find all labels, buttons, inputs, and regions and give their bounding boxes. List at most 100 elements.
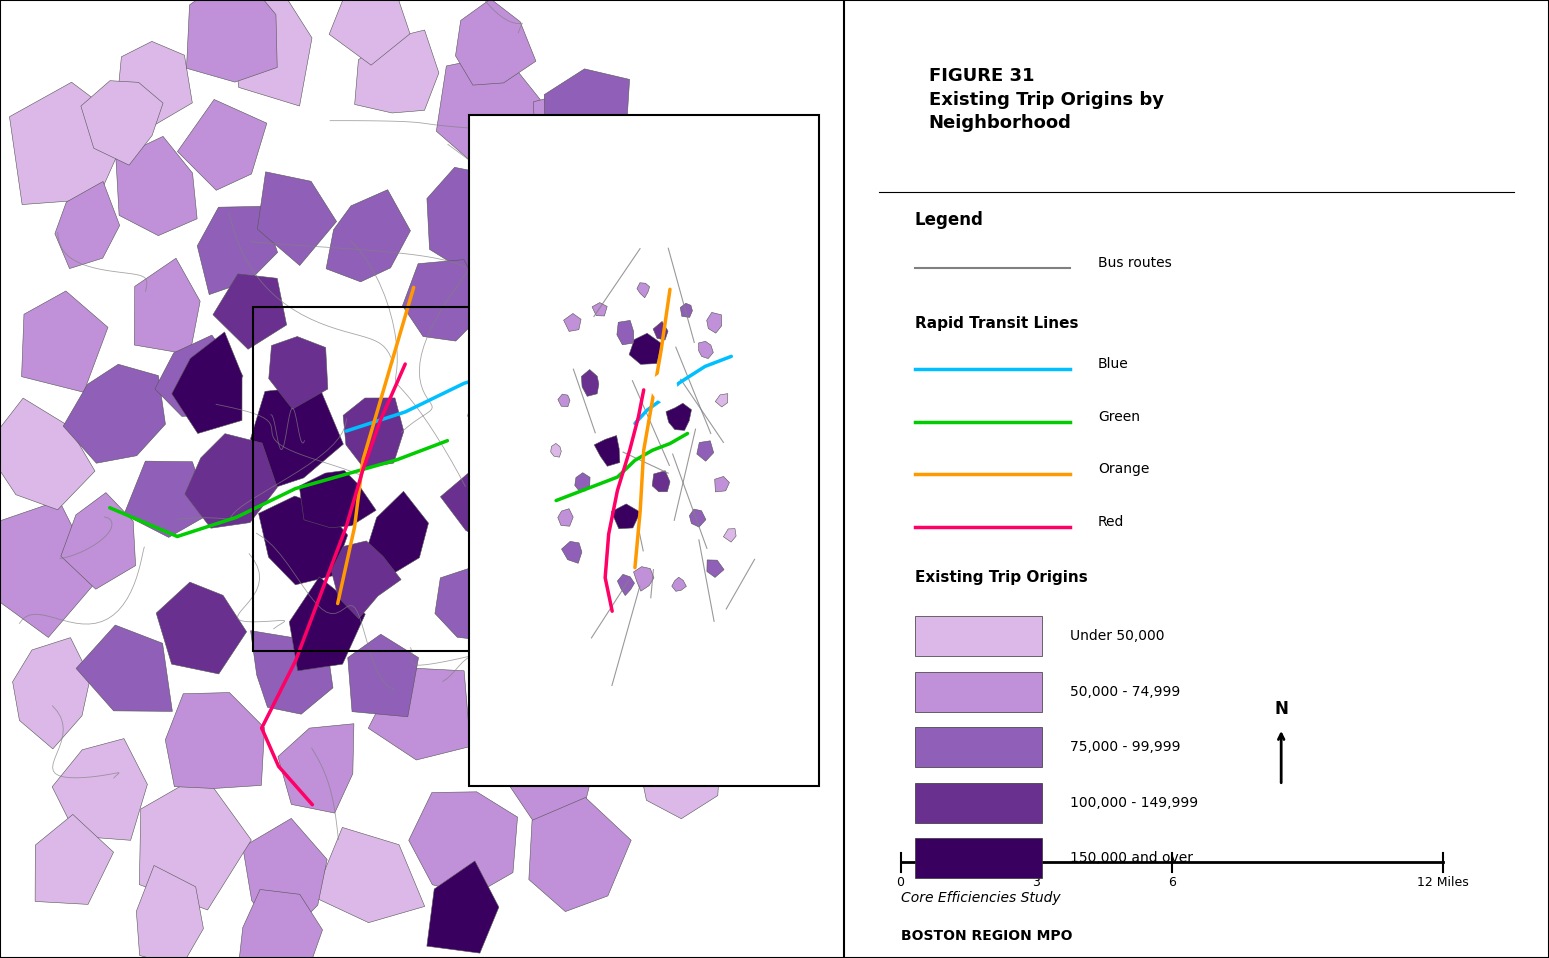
FancyBboxPatch shape (914, 727, 1041, 767)
FancyBboxPatch shape (914, 672, 1041, 712)
Polygon shape (251, 630, 333, 714)
Polygon shape (716, 394, 728, 407)
Polygon shape (654, 322, 668, 340)
Polygon shape (327, 190, 410, 282)
Polygon shape (81, 80, 163, 165)
Polygon shape (640, 189, 713, 278)
Polygon shape (617, 320, 634, 345)
Polygon shape (124, 461, 211, 537)
Polygon shape (367, 491, 429, 575)
Polygon shape (558, 394, 570, 407)
Polygon shape (135, 259, 200, 354)
Polygon shape (482, 580, 568, 676)
Text: 50,000 - 74,999: 50,000 - 74,999 (1070, 685, 1180, 698)
Polygon shape (369, 668, 471, 760)
Polygon shape (344, 398, 404, 468)
Polygon shape (440, 453, 534, 548)
Polygon shape (36, 814, 113, 904)
Polygon shape (118, 41, 192, 126)
Polygon shape (314, 828, 424, 923)
Polygon shape (9, 82, 130, 205)
Polygon shape (136, 865, 203, 958)
Polygon shape (558, 509, 573, 526)
Text: N: N (1275, 700, 1289, 718)
Polygon shape (533, 85, 617, 199)
Polygon shape (331, 541, 401, 619)
Polygon shape (251, 385, 344, 493)
Polygon shape (237, 889, 322, 958)
Polygon shape (184, 434, 277, 528)
Text: Legend: Legend (914, 211, 984, 229)
Polygon shape (672, 578, 686, 591)
Polygon shape (435, 567, 500, 642)
Polygon shape (455, 0, 536, 85)
Polygon shape (349, 634, 418, 717)
Polygon shape (575, 472, 590, 491)
Text: 0: 0 (897, 877, 905, 889)
Polygon shape (22, 291, 108, 392)
Polygon shape (689, 509, 706, 527)
FancyBboxPatch shape (914, 616, 1041, 656)
Polygon shape (528, 797, 630, 912)
Text: Bus routes: Bus routes (1098, 257, 1171, 270)
Polygon shape (651, 316, 740, 402)
Text: 100,000 - 149,999: 100,000 - 149,999 (1070, 796, 1197, 810)
Text: BOSTON REGION MPO: BOSTON REGION MPO (900, 929, 1072, 944)
Polygon shape (598, 170, 669, 255)
Text: Orange: Orange (1098, 463, 1149, 476)
Polygon shape (613, 258, 709, 359)
Text: Rapid Transit Lines: Rapid Transit Lines (914, 316, 1078, 331)
Text: 150,000 and over: 150,000 and over (1070, 852, 1193, 865)
Polygon shape (403, 260, 489, 341)
Polygon shape (197, 206, 277, 295)
Polygon shape (330, 0, 410, 65)
Polygon shape (172, 332, 242, 434)
Polygon shape (355, 30, 438, 113)
Text: Existing Trip Origins: Existing Trip Origins (914, 570, 1087, 585)
Polygon shape (243, 818, 327, 941)
Text: 12 Miles: 12 Miles (1417, 877, 1468, 889)
Polygon shape (551, 444, 561, 457)
Polygon shape (666, 403, 691, 430)
Polygon shape (0, 399, 94, 510)
Polygon shape (139, 773, 251, 910)
Polygon shape (277, 723, 353, 813)
Text: Blue: Blue (1098, 357, 1129, 371)
Polygon shape (706, 559, 723, 578)
Polygon shape (592, 303, 607, 316)
Text: Red: Red (1098, 515, 1125, 529)
Polygon shape (270, 336, 328, 409)
Polygon shape (618, 575, 635, 596)
Polygon shape (652, 470, 671, 491)
Polygon shape (299, 470, 376, 528)
Polygon shape (638, 715, 720, 819)
Polygon shape (634, 566, 654, 591)
Polygon shape (595, 436, 620, 467)
Text: 6: 6 (1168, 877, 1176, 889)
Polygon shape (680, 304, 692, 317)
Polygon shape (612, 504, 640, 529)
FancyBboxPatch shape (914, 838, 1041, 878)
Polygon shape (637, 283, 649, 298)
Polygon shape (651, 371, 677, 403)
FancyBboxPatch shape (914, 783, 1041, 823)
Polygon shape (714, 476, 730, 491)
Polygon shape (562, 541, 582, 563)
Polygon shape (675, 566, 759, 666)
Polygon shape (542, 358, 637, 448)
Polygon shape (116, 136, 197, 236)
Polygon shape (155, 335, 243, 417)
Text: Core Efficiencies Study: Core Efficiencies Study (900, 891, 1060, 905)
Polygon shape (178, 100, 266, 191)
Polygon shape (697, 441, 714, 461)
Polygon shape (437, 55, 541, 167)
Polygon shape (723, 529, 736, 542)
Polygon shape (623, 506, 708, 598)
Polygon shape (428, 861, 499, 953)
Polygon shape (257, 171, 336, 265)
Polygon shape (60, 492, 136, 589)
Polygon shape (505, 716, 598, 823)
Polygon shape (699, 341, 714, 358)
Polygon shape (212, 274, 287, 350)
Polygon shape (533, 477, 609, 588)
